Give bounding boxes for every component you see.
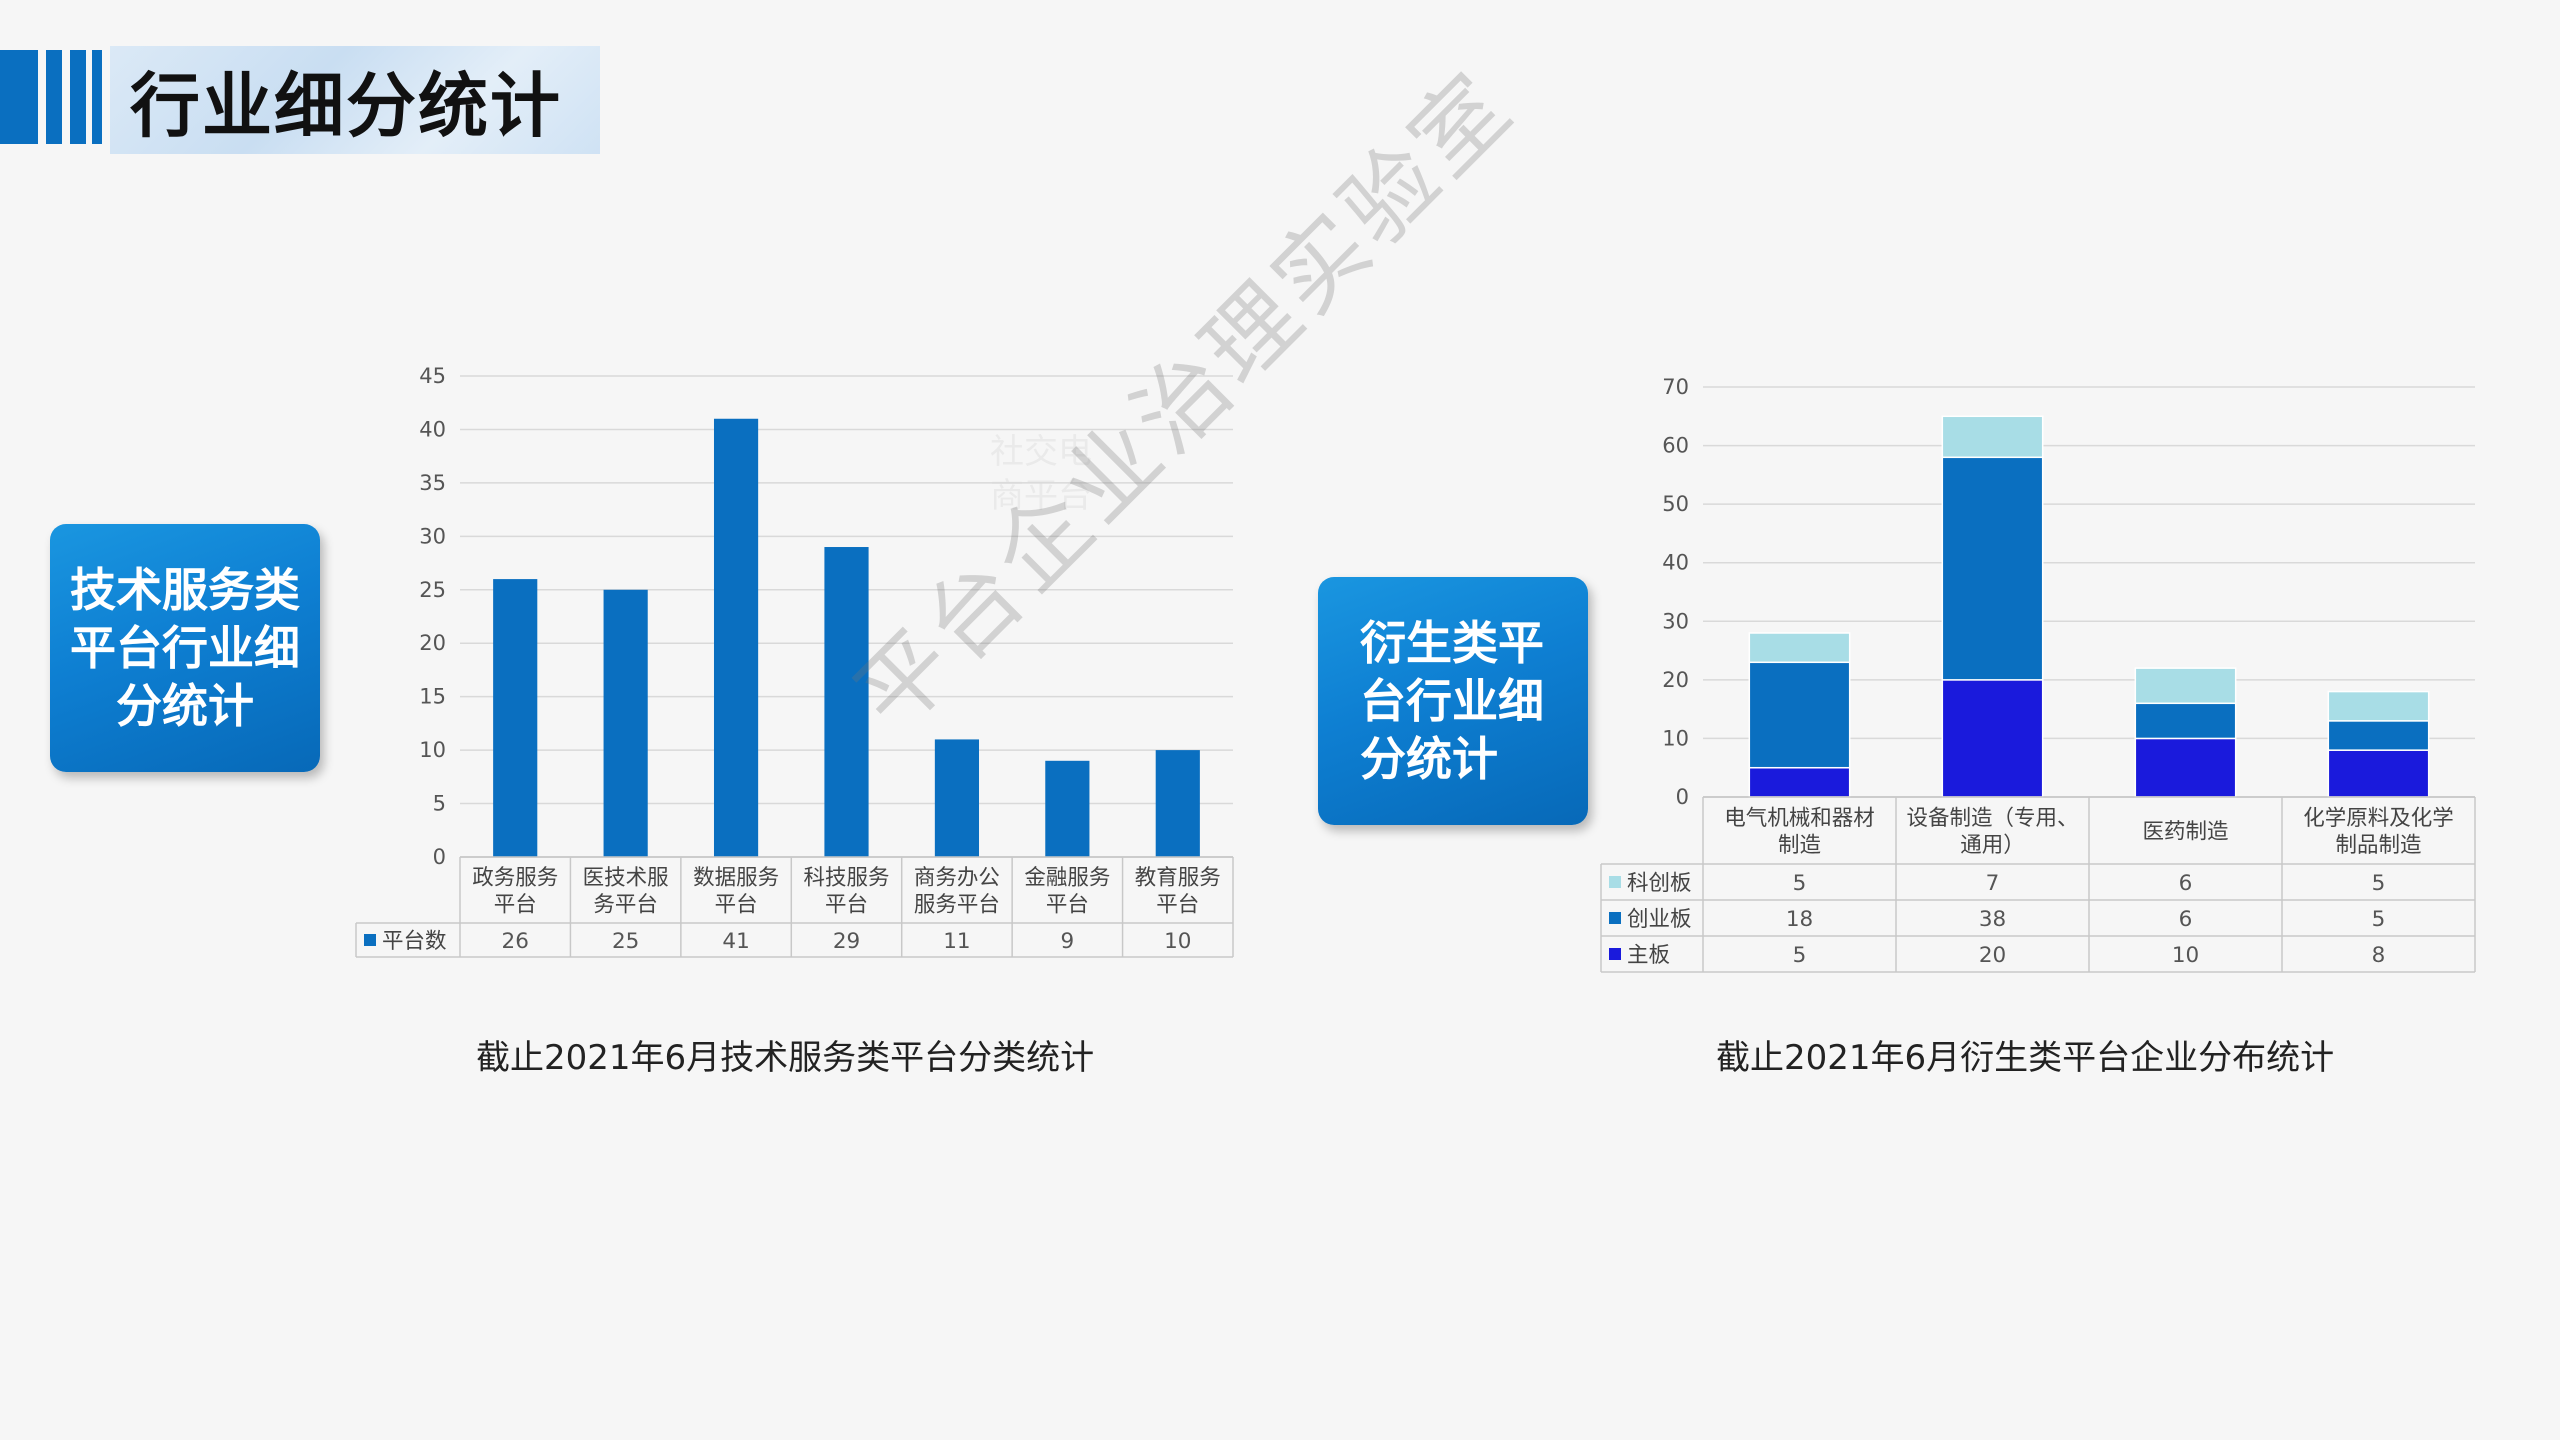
- caption-right: 截止2021年6月衍生类平台企业分布统计: [1716, 1038, 2335, 1078]
- category-label: 商务办公: [914, 866, 1000, 891]
- y-tick-label: 30: [1662, 609, 1689, 633]
- data-label: 20: [1979, 943, 2006, 968]
- category-label: 平台: [1046, 893, 1089, 918]
- category-label: 数据服务: [693, 866, 779, 891]
- category-label: 政务服务: [472, 866, 558, 891]
- data-label: 5: [1793, 943, 1807, 968]
- data-label: 11: [943, 929, 970, 954]
- bar: [824, 547, 869, 857]
- y-tick-label: 25: [419, 578, 446, 602]
- callout-derivative: 衍生类平 台行业细 分统计: [1318, 577, 1588, 825]
- y-tick-label: 15: [419, 685, 446, 709]
- category-label: 科技服务: [803, 866, 889, 891]
- data-label: 29: [833, 929, 860, 954]
- bar: [1941, 415, 2044, 459]
- y-tick-label: 30: [419, 524, 446, 548]
- callout-tech-services: 技术服务类 平台行业细 分统计: [50, 524, 320, 772]
- data-label: 5: [2372, 871, 2386, 896]
- legend-label: 平台数: [382, 929, 447, 954]
- y-tick-label: 35: [419, 471, 446, 495]
- y-tick-label: 40: [419, 417, 446, 441]
- bar: [2327, 749, 2430, 798]
- page-title-box: 行业细分统计: [110, 46, 600, 154]
- data-label: 10: [2172, 943, 2199, 968]
- y-tick-label: 50: [1662, 492, 1689, 516]
- category-label: 设备制造（专用、: [1906, 806, 2078, 831]
- category-label: 制品制造: [2335, 833, 2421, 858]
- data-label: 5: [2372, 907, 2386, 932]
- y-tick-label: 5: [433, 792, 446, 816]
- data-label: 5: [1793, 871, 1807, 896]
- bar: [713, 418, 759, 857]
- caption-left: 截止2021年6月技术服务类平台分类统计: [476, 1038, 1095, 1078]
- page-title: 行业细分统计: [130, 64, 562, 147]
- legend-label: 创业板: [1627, 907, 1692, 932]
- category-label: 平台: [825, 893, 868, 918]
- legend-label: 主板: [1627, 943, 1670, 968]
- bar: [2134, 702, 2237, 740]
- category-label: 医技术服: [583, 866, 669, 891]
- data-label: 6: [2179, 871, 2193, 896]
- category-label: 金融服务: [1024, 866, 1110, 891]
- legend-key: [1609, 948, 1621, 960]
- category-label: 制造: [1778, 833, 1821, 858]
- bar: [1748, 766, 1851, 798]
- legend-key: [1609, 912, 1621, 924]
- legend-key: [364, 934, 376, 946]
- y-tick-label: 0: [433, 845, 446, 869]
- category-label: 通用）: [1960, 833, 2025, 858]
- category-label: 务平台: [593, 893, 658, 918]
- category-label: 教育服务: [1135, 866, 1221, 891]
- y-tick-label: 45: [419, 364, 446, 388]
- y-tick-label: 10: [1662, 726, 1689, 750]
- y-tick-label: 40: [1662, 551, 1689, 575]
- data-label: 26: [502, 929, 529, 954]
- title-decoration: [0, 50, 110, 144]
- bar: [603, 589, 648, 857]
- y-tick-label: 20: [419, 631, 446, 655]
- bar: [1941, 679, 2044, 798]
- bar: [1748, 632, 1851, 664]
- category-label: 化学原料及化学: [2303, 806, 2454, 831]
- data-label: 7: [1986, 871, 2000, 896]
- y-tick-label: 70: [1662, 375, 1689, 399]
- bar: [1155, 750, 1200, 857]
- data-label: 8: [2372, 943, 2386, 968]
- bar: [493, 579, 538, 857]
- data-label: 25: [612, 929, 639, 954]
- data-label: 6: [2179, 907, 2193, 932]
- category-label: 医药制造: [2142, 820, 2228, 845]
- bar: [2134, 667, 2237, 705]
- data-label: 41: [722, 929, 749, 954]
- data-label: 10: [1164, 929, 1191, 954]
- legend-key: [1609, 876, 1621, 888]
- bar: [2327, 720, 2430, 751]
- y-tick-label: 20: [1662, 668, 1689, 692]
- y-tick-label: 10: [419, 738, 446, 762]
- y-tick-label: 60: [1662, 434, 1689, 458]
- bar: [1941, 456, 2044, 681]
- legend-label: 科创板: [1627, 871, 1692, 896]
- bar: [1748, 661, 1851, 769]
- bar: [1045, 760, 1090, 857]
- bar: [2327, 690, 2430, 722]
- bar: [934, 739, 980, 857]
- category-label: 平台: [494, 893, 537, 918]
- bar: [2134, 737, 2237, 798]
- category-label: 平台: [1156, 893, 1199, 918]
- y-tick-label: 0: [1676, 785, 1689, 809]
- data-label: 9: [1061, 929, 1075, 954]
- category-label: 服务平台: [914, 893, 1000, 918]
- category-label: 平台: [715, 893, 758, 918]
- category-label: 电气机械和器材: [1724, 806, 1875, 831]
- data-label: 38: [1979, 907, 2006, 932]
- data-label: 18: [1786, 907, 1813, 932]
- tech-services-bar-chart: 051015202530354045政务服务平台医技术服务平台数据服务平台科技服…: [355, 364, 1234, 958]
